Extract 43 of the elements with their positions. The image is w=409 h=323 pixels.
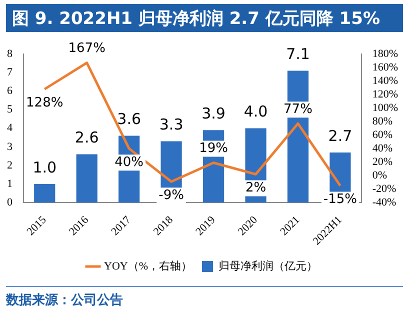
y-tick-label: 0 xyxy=(7,196,13,208)
data-label: 128% xyxy=(26,96,64,110)
y-tick-label: 5 xyxy=(7,104,13,116)
y-tick-label: 1 xyxy=(7,178,12,190)
y2-tick-label: 0% xyxy=(372,169,388,182)
y2-tick-label: 180% xyxy=(372,48,398,60)
y-tick-label: 6 xyxy=(7,85,13,98)
data-label: 40% xyxy=(114,154,144,170)
y2-tick-label: 160% xyxy=(372,61,398,74)
data-label: 2% xyxy=(245,180,266,196)
bar xyxy=(34,184,56,203)
data-label: -9% xyxy=(158,188,184,204)
data-label: 19% xyxy=(199,141,228,156)
data-label: 3.3 xyxy=(159,116,184,134)
data-label: -15% xyxy=(323,192,358,208)
data-label: 2.7 xyxy=(328,126,352,145)
y2-tick-label: -40% xyxy=(372,196,396,208)
data-label: 167% xyxy=(68,41,106,56)
y2-tick-label: 20% xyxy=(372,156,393,168)
y2-tick-label: 100% xyxy=(372,102,398,114)
y2-tick-label: 140% xyxy=(372,74,398,87)
data-label: 2.6 xyxy=(74,128,99,147)
legend-label: YOY（%，右轴） xyxy=(104,259,192,272)
data-label: 77% xyxy=(284,102,312,117)
y2-tick-label: 40% xyxy=(372,142,393,154)
y-tick-label: 2 xyxy=(7,159,12,172)
y-tick-label: 4 xyxy=(7,122,13,134)
data-label: 3.6 xyxy=(117,110,142,128)
chart-title: 图 9. 2022H1 归母净利润 2.7 亿元同降 15% xyxy=(6,4,403,32)
data-label: 7.1 xyxy=(286,45,310,64)
y2-tick-label: 80% xyxy=(372,115,393,128)
bar xyxy=(76,154,98,203)
y-tick-label: 3 xyxy=(7,140,13,153)
y-tick-label: 7 xyxy=(7,66,13,78)
y-tick-label: 8 xyxy=(7,48,13,60)
y2-tick-label: 60% xyxy=(372,128,393,141)
data-label: 3.9 xyxy=(202,104,226,123)
legend-label: 归母净利润（亿元） xyxy=(218,259,318,272)
y2-tick-label: -20% xyxy=(372,182,396,195)
data-label: 1.0 xyxy=(32,158,57,176)
data-label: 4.0 xyxy=(244,102,268,121)
y2-tick-label: 120% xyxy=(372,88,398,100)
source-note: 数据来源：公司公告 xyxy=(6,292,124,309)
